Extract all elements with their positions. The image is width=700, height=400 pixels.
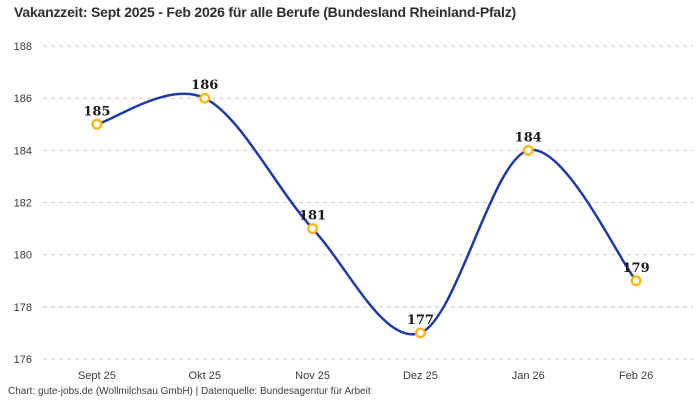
data-point-label: 184 — [515, 130, 542, 145]
y-tick-label: 182 — [14, 198, 32, 210]
data-point-label: 181 — [299, 209, 326, 224]
y-tick-label: 178 — [14, 302, 32, 314]
data-point-marker[interactable] — [91, 118, 103, 130]
data-point-marker[interactable] — [630, 275, 642, 287]
x-tick-label: Dez 25 — [403, 370, 438, 382]
data-point-label: 186 — [191, 78, 218, 93]
y-tick-label: 188 — [14, 41, 32, 53]
series-line — [95, 92, 638, 336]
y-tick-label: 186 — [14, 93, 32, 105]
x-tick-label: Jan 26 — [512, 370, 545, 382]
data-point-marker[interactable] — [522, 144, 534, 156]
data-point-marker[interactable] — [199, 92, 211, 104]
chart-title: Vakanzzeit: Sept 2025 - Feb 2026 für all… — [14, 4, 516, 20]
x-tick-label: Okt 25 — [189, 370, 221, 382]
data-point-label: 185 — [83, 104, 110, 119]
y-tick-label: 176 — [14, 354, 32, 366]
data-point-marker[interactable] — [307, 223, 319, 235]
x-tick-label: Nov 25 — [295, 370, 330, 382]
y-tick-label: 184 — [14, 145, 32, 157]
data-point-label: 177 — [407, 313, 434, 328]
x-tick-label: Feb 26 — [619, 370, 653, 382]
y-tick-label: 180 — [14, 250, 32, 262]
data-point-label: 179 — [623, 261, 650, 276]
x-tick-label: Sept 25 — [78, 370, 116, 382]
chart-footer-attribution: Chart: gute-jobs.de (Wollmilchsau GmbH) … — [8, 386, 371, 397]
data-point-marker[interactable] — [414, 327, 426, 339]
